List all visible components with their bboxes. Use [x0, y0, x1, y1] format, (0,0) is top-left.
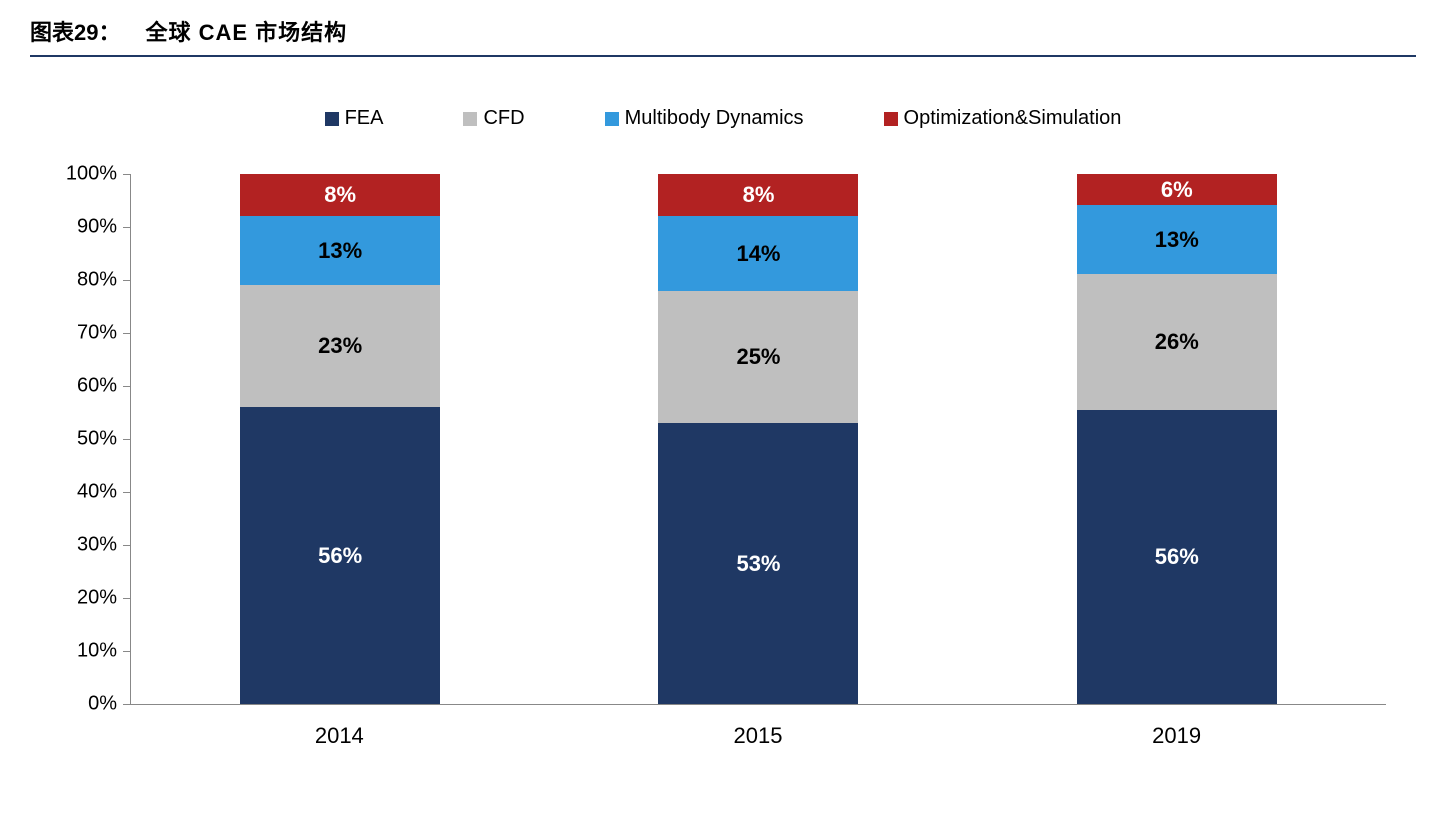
bar-group-2015: 53%25%14%8%	[658, 174, 858, 704]
y-tick	[123, 227, 131, 228]
legend-label: CFD	[483, 107, 524, 130]
y-tick	[123, 598, 131, 599]
y-tick	[123, 492, 131, 493]
chart-legend: FEA CFD Multibody Dynamics Optimization&Sim…	[30, 107, 1416, 130]
segment-fea: 53%	[658, 423, 858, 704]
segment-fea: 56%	[1077, 410, 1277, 704]
chart-title-row: 图表29： 全球 CAE 市场结构	[30, 10, 1416, 57]
legend-item-cfd: CFD	[463, 107, 524, 130]
y-axis-label: 0%	[88, 693, 117, 716]
plot-area: 56%23%13%8%53%25%14%8%56%26%13%6% 0%10%2…	[130, 175, 1386, 705]
bars-row: 56%23%13%8%53%25%14%8%56%26%13%6%	[131, 175, 1386, 704]
x-axis-labels: 2014 2015 2019	[130, 723, 1386, 749]
y-axis-label: 80%	[77, 269, 117, 292]
legend-swatch-icon	[463, 112, 477, 126]
chart-container: 56%23%13%8%53%25%14%8%56%26%13%6% 0%10%2…	[130, 175, 1386, 705]
y-tick	[123, 439, 131, 440]
segment-opt: 8%	[658, 174, 858, 216]
legend-label: FEA	[345, 107, 384, 130]
y-axis-label: 50%	[77, 428, 117, 451]
segment-cfd: 25%	[658, 291, 858, 424]
segment-multibody: 13%	[240, 216, 440, 285]
y-axis-label: 100%	[66, 163, 117, 186]
segment-cfd: 26%	[1077, 274, 1277, 410]
y-tick	[123, 545, 131, 546]
y-axis-label: 40%	[77, 481, 117, 504]
y-axis-label: 10%	[77, 640, 117, 663]
segment-fea: 56%	[240, 407, 440, 704]
x-axis-label-2019: 2019	[1077, 723, 1277, 749]
legend-item-fea: FEA	[325, 107, 384, 130]
segment-multibody: 14%	[658, 216, 858, 290]
y-tick	[123, 333, 131, 334]
x-axis-label-2015: 2015	[658, 723, 858, 749]
y-tick	[123, 174, 131, 175]
legend-label: Multibody Dynamics	[625, 107, 804, 130]
y-axis-label: 90%	[77, 216, 117, 239]
bar-2019: 56%26%13%6%	[1077, 174, 1277, 704]
y-axis-label: 30%	[77, 534, 117, 557]
y-tick	[123, 386, 131, 387]
y-tick	[123, 704, 131, 705]
legend-label: Optimization&Simulation	[904, 107, 1122, 130]
bar-group-2014: 56%23%13%8%	[240, 174, 440, 704]
segment-opt: 6%	[1077, 174, 1277, 205]
y-tick	[123, 651, 131, 652]
y-axis-label: 70%	[77, 322, 117, 345]
y-axis-label: 60%	[77, 375, 117, 398]
bar-2015: 53%25%14%8%	[658, 174, 858, 704]
x-axis-label-2014: 2014	[239, 723, 439, 749]
legend-swatch-icon	[884, 112, 898, 126]
legend-swatch-icon	[325, 112, 339, 126]
legend-item-multibody-dynamics: Multibody Dynamics	[605, 107, 804, 130]
segment-cfd: 23%	[240, 285, 440, 407]
segment-opt: 8%	[240, 174, 440, 216]
segment-multibody: 13%	[1077, 205, 1277, 273]
y-tick	[123, 280, 131, 281]
chart-title-text: 全球 CAE 市场结构	[145, 15, 347, 47]
bar-2014: 56%23%13%8%	[240, 174, 440, 704]
legend-swatch-icon	[605, 112, 619, 126]
y-axis-label: 20%	[77, 587, 117, 610]
chart-title-prefix: 图表29：	[30, 15, 120, 47]
legend-item-optimization-simulation: Optimization&Simulation	[884, 107, 1122, 130]
bar-group-2019: 56%26%13%6%	[1077, 174, 1277, 704]
